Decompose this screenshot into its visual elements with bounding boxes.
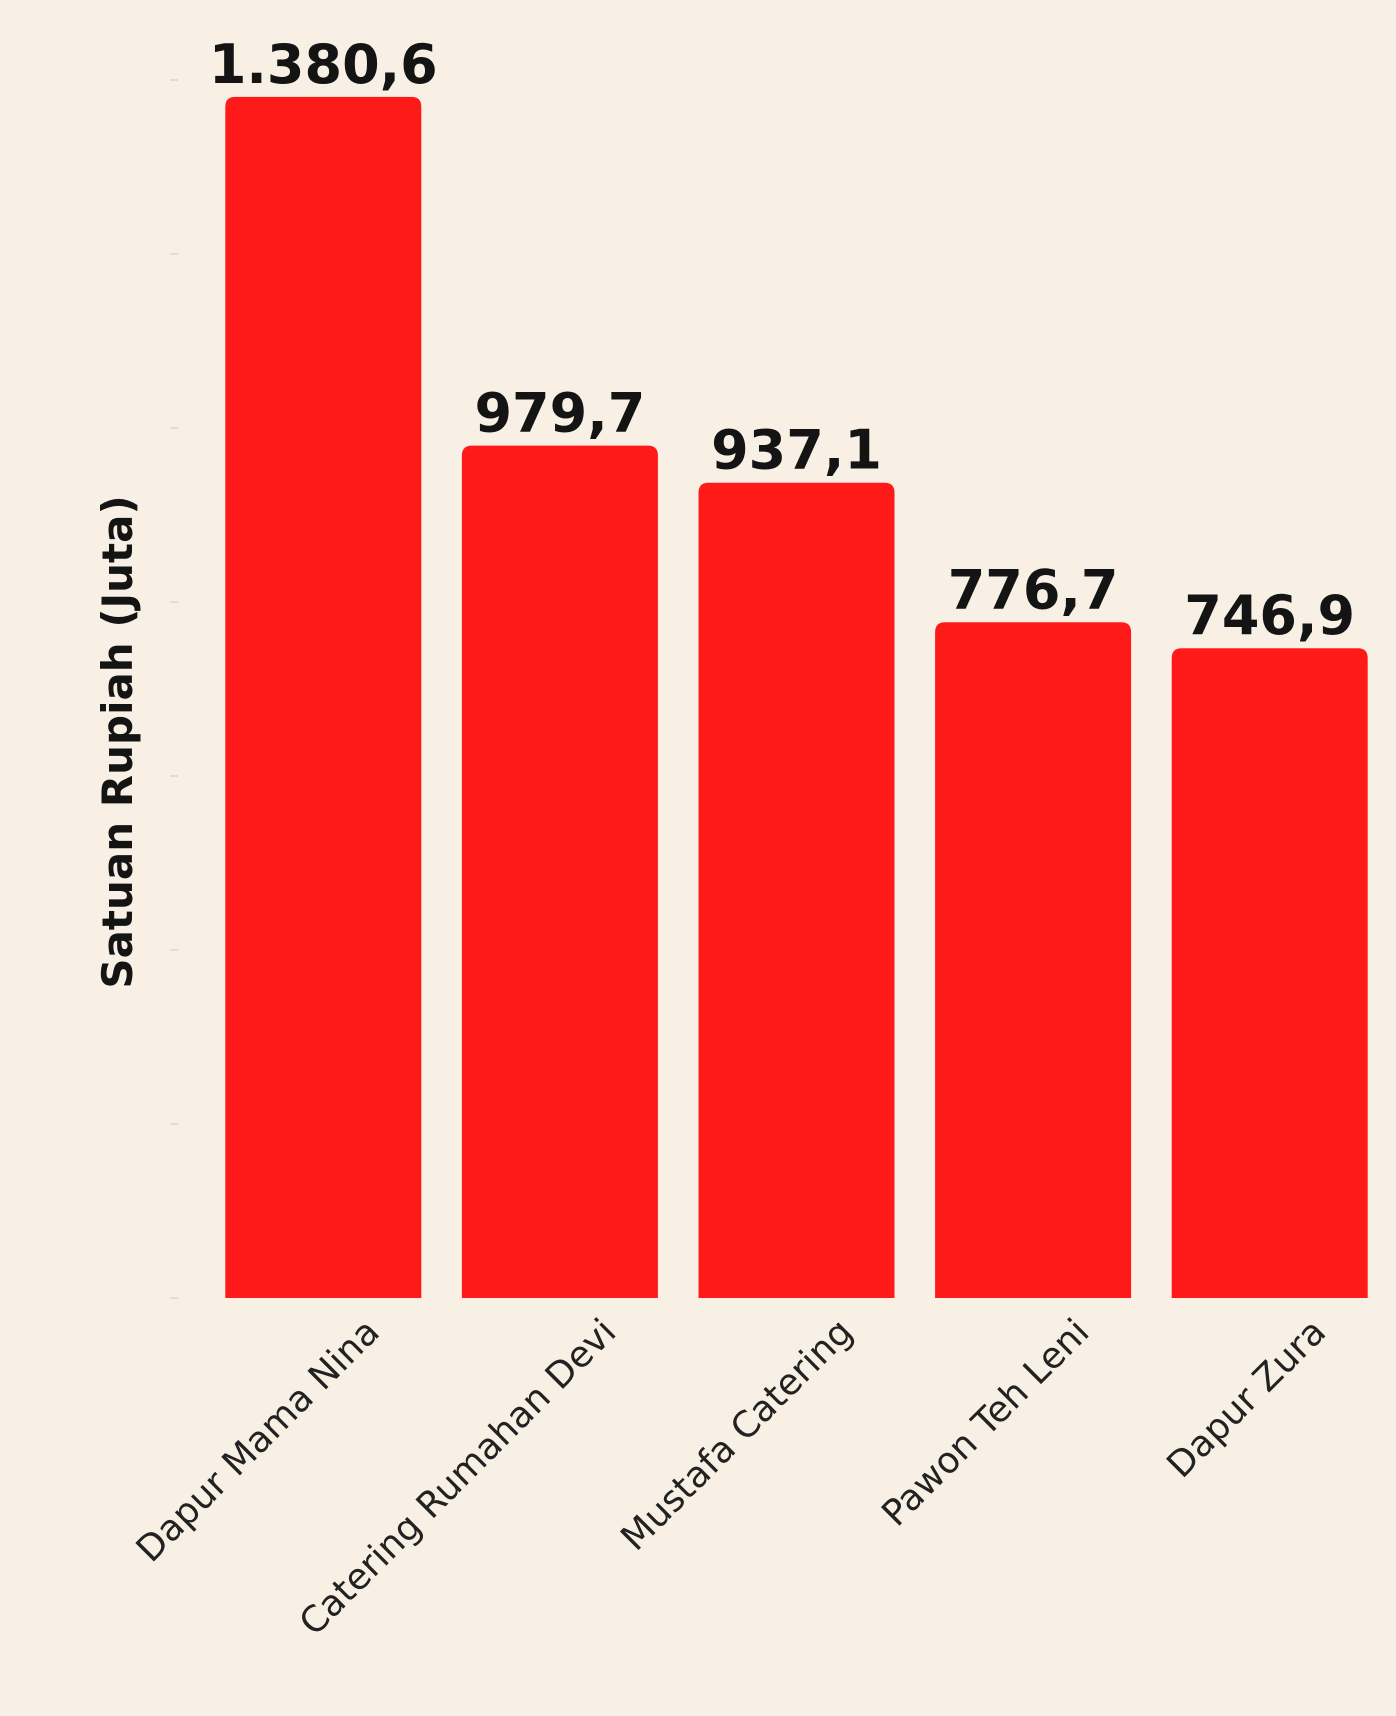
bar: [461, 445, 658, 1298]
data-label: 979,7: [474, 382, 645, 445]
y-axis-ticks: [170, 79, 178, 1299]
data-label: 937,1: [711, 419, 882, 482]
bar: [225, 96, 422, 1298]
bar: [698, 482, 895, 1298]
data-label: 1.380,6: [209, 33, 438, 96]
data-label: 746,9: [1184, 584, 1355, 647]
value-labels: 1.380,6 979,7 937,1 776,7 746,9: [209, 33, 1355, 647]
y-axis-title: Satuan Rupiah (Juta): [93, 495, 142, 988]
data-label: 776,7: [948, 558, 1119, 621]
bars: [225, 96, 1368, 1298]
bar: [1171, 648, 1368, 1298]
bar: [935, 622, 1132, 1298]
